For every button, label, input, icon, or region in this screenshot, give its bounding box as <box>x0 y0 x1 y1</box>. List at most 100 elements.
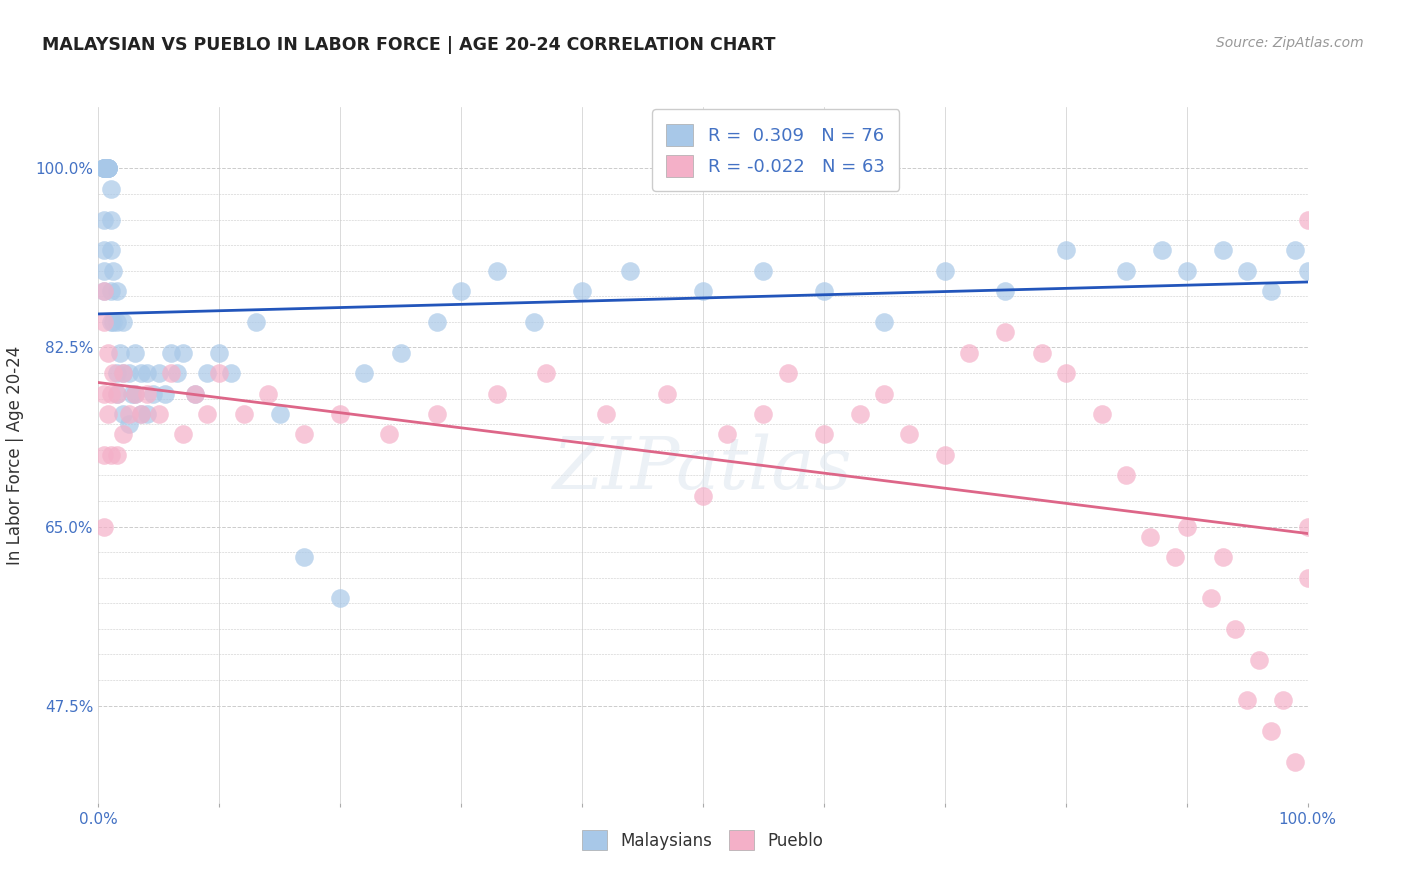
Point <box>101 366 124 380</box>
Point <box>166 366 188 380</box>
Point <box>100 244 122 258</box>
Point <box>172 427 194 442</box>
Point <box>97 161 120 176</box>
Point <box>118 407 141 421</box>
Point <box>93 161 115 176</box>
Point <box>142 386 165 401</box>
Point <box>93 161 115 176</box>
Point <box>93 212 115 227</box>
Point <box>129 407 152 421</box>
Point <box>692 489 714 503</box>
Point <box>101 315 124 329</box>
Text: Source: ZipAtlas.com: Source: ZipAtlas.com <box>1216 36 1364 50</box>
Point <box>1296 571 1319 585</box>
Point <box>118 417 141 432</box>
Point <box>129 366 152 380</box>
Point <box>523 315 546 329</box>
Point <box>329 591 352 606</box>
Text: ZIPatlas: ZIPatlas <box>553 434 853 504</box>
Point <box>1054 366 1077 380</box>
Point <box>1115 264 1137 278</box>
Point <box>655 386 678 401</box>
Point <box>97 161 120 176</box>
Point <box>1296 519 1319 533</box>
Point <box>873 386 896 401</box>
Point <box>160 345 183 359</box>
Point <box>124 386 146 401</box>
Point <box>486 386 509 401</box>
Point <box>426 315 449 329</box>
Point <box>184 386 207 401</box>
Point <box>389 345 412 359</box>
Point <box>93 161 115 176</box>
Point <box>100 182 122 196</box>
Point <box>160 366 183 380</box>
Point <box>426 407 449 421</box>
Point <box>1249 652 1271 666</box>
Point <box>957 345 980 359</box>
Point <box>934 264 956 278</box>
Point <box>292 550 315 565</box>
Point <box>124 386 146 401</box>
Point <box>934 448 956 462</box>
Point <box>93 284 115 298</box>
Point <box>111 427 134 442</box>
Legend: Malaysians, Pueblo: Malaysians, Pueblo <box>576 823 830 857</box>
Point <box>100 315 122 329</box>
Point <box>994 284 1017 298</box>
Point <box>124 345 146 359</box>
Point <box>93 161 115 176</box>
Point <box>353 366 375 380</box>
Point <box>1054 244 1077 258</box>
Point <box>377 427 399 442</box>
Point <box>148 366 170 380</box>
Point <box>269 407 291 421</box>
Point <box>111 407 134 421</box>
Point <box>1260 724 1282 739</box>
Point <box>153 386 176 401</box>
Point <box>1296 264 1319 278</box>
Point <box>1223 622 1246 636</box>
Point <box>100 284 122 298</box>
Point <box>813 284 835 298</box>
Point <box>148 407 170 421</box>
Point <box>93 284 115 298</box>
Point <box>619 264 641 278</box>
Point <box>172 345 194 359</box>
Point <box>111 366 134 380</box>
Point <box>100 386 122 401</box>
Point <box>105 366 128 380</box>
Point <box>93 264 115 278</box>
Point <box>1139 530 1161 544</box>
Point <box>1199 591 1222 606</box>
Point <box>1115 468 1137 483</box>
Point <box>1163 550 1185 565</box>
Point <box>111 315 134 329</box>
Point <box>97 161 120 176</box>
Point <box>1152 244 1174 258</box>
Point <box>135 407 157 421</box>
Point <box>221 366 243 380</box>
Point <box>111 366 134 380</box>
Point <box>135 386 157 401</box>
Point <box>97 407 120 421</box>
Point <box>256 386 278 401</box>
Point <box>1236 693 1258 707</box>
Point <box>897 427 920 442</box>
Point <box>105 284 128 298</box>
Point <box>1175 264 1198 278</box>
Point <box>208 345 231 359</box>
Point <box>450 284 472 298</box>
Point <box>776 366 799 380</box>
Point <box>1296 212 1319 227</box>
Point <box>1175 519 1198 533</box>
Point <box>101 264 124 278</box>
Point <box>1260 284 1282 298</box>
Point <box>121 386 143 401</box>
Point <box>195 366 218 380</box>
Point <box>208 366 231 380</box>
Point <box>93 519 115 533</box>
Point <box>108 345 131 359</box>
Point <box>118 366 141 380</box>
Point <box>813 427 835 442</box>
